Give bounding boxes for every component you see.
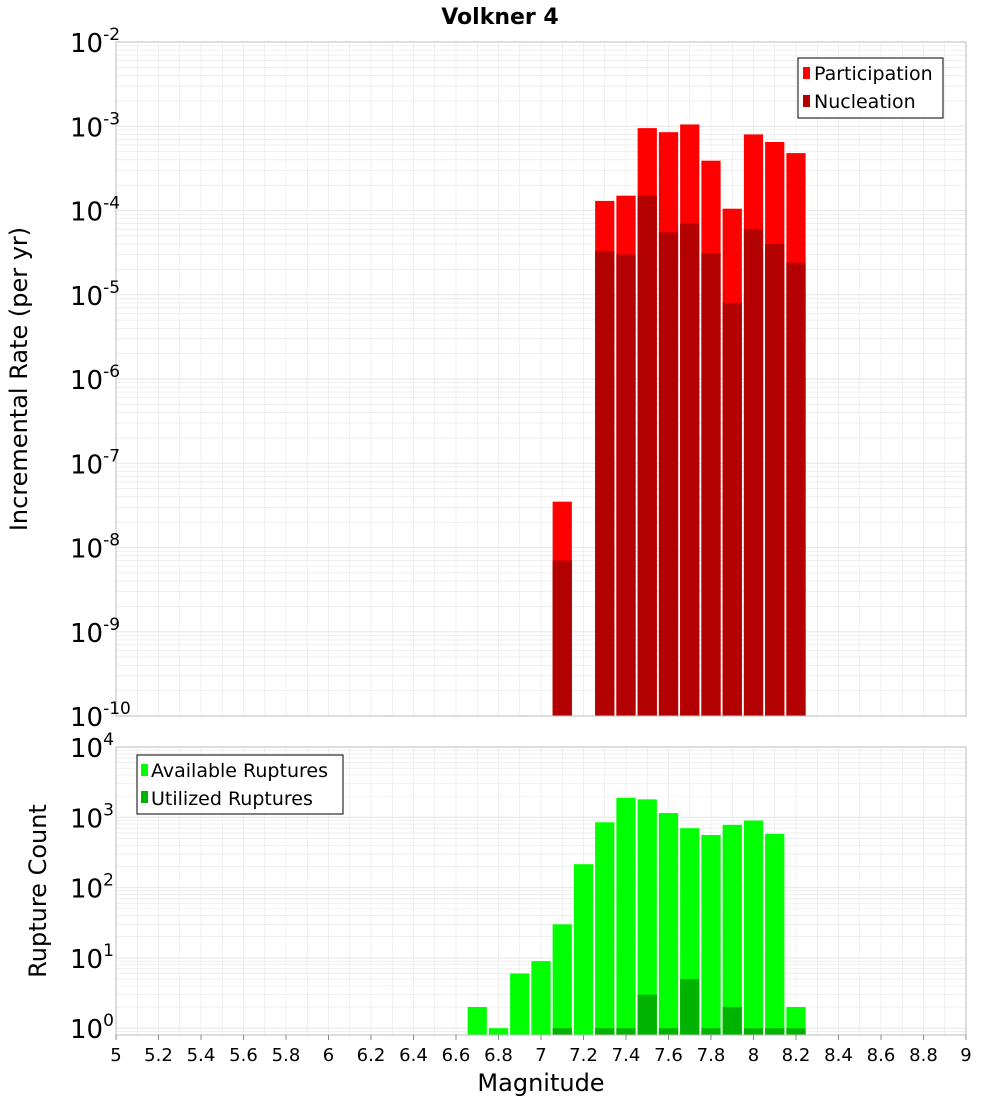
x-tick-label: 5.6 xyxy=(229,1045,258,1066)
top-nucleation-bar xyxy=(595,251,615,717)
top-y-tick-label: 10-6 xyxy=(70,362,120,396)
top-nucleation-bar xyxy=(765,244,785,717)
bottom-available-ruptures-bar xyxy=(595,822,615,1035)
participation-legend-swatch xyxy=(803,67,810,79)
bottom-utilized-ruptures-bar xyxy=(743,1028,764,1035)
top-nucleation-bar xyxy=(722,302,742,716)
x-tick-label: 7 xyxy=(535,1045,546,1066)
bottom-utilized-ruptures-bar xyxy=(552,1028,572,1035)
bottom-utilized-ruptures-bar xyxy=(616,1028,636,1035)
nucleation-legend-swatch xyxy=(803,95,810,107)
bottom-utilized-ruptures-bar xyxy=(680,979,700,1035)
bottom-utilized-ruptures-bar xyxy=(595,1028,615,1035)
bottom-available-ruptures-bar xyxy=(531,961,551,1035)
bottom-y-tick-labels: 100 101 102 103 104 xyxy=(70,730,114,1045)
bottom-legend: Available Ruptures Utilized Ruptures xyxy=(136,754,344,815)
top-y-tick-label: 10-2 xyxy=(70,25,120,59)
bottom-utilized-ruptures-bar xyxy=(658,1028,679,1035)
bottom-y-tick-label: 104 xyxy=(70,730,114,764)
chart-title: Volkner 4 xyxy=(441,5,559,30)
bottom-available-ruptures-bar xyxy=(701,834,721,1035)
x-tick-label: 6 xyxy=(323,1045,334,1066)
top-bars xyxy=(552,124,806,717)
top-y-tick-label: 10-5 xyxy=(70,278,120,312)
bottom-legend-box xyxy=(136,754,344,815)
top-nucleation-bar xyxy=(637,195,657,716)
x-tick-label: 6.2 xyxy=(357,1045,386,1066)
top-nucleation-bar xyxy=(743,229,764,717)
bottom-y-tick-label: 101 xyxy=(70,941,114,975)
top-grid xyxy=(115,42,967,717)
x-tick-label: 8.8 xyxy=(909,1045,938,1066)
x-tick-label: 8.4 xyxy=(824,1045,853,1066)
x-tick-label: 7.8 xyxy=(697,1045,726,1066)
utilized-legend-label: Utilized Ruptures xyxy=(151,788,313,810)
bottom-panel: 100 101 102 103 104 5 5.2 5.4 5.6 5.8 6 6.2 6.4 6.6 6… xyxy=(24,730,972,1097)
nucleation-legend-label: Nucleation xyxy=(814,91,916,113)
x-tick-labels: 5 5.2 5.4 5.6 5.8 6 6.2 6.4 6.6 6.8 7 7.2 7.4 7.6 7.8 8… xyxy=(110,1035,972,1066)
bottom-utilized-ruptures-bar xyxy=(701,1028,721,1035)
bottom-available-ruptures-bar xyxy=(637,799,657,1035)
bottom-available-ruptures-bar xyxy=(722,824,742,1035)
bottom-available-ruptures-bar xyxy=(765,833,785,1035)
x-tick-label: 7.2 xyxy=(569,1045,598,1066)
bottom-available-ruptures-bar xyxy=(488,1028,509,1035)
bottom-available-ruptures-bar xyxy=(573,864,594,1035)
top-plot-frame xyxy=(115,41,967,717)
bottom-available-ruptures-bar xyxy=(616,797,636,1035)
bottom-utilized-ruptures-bar xyxy=(786,1028,806,1035)
x-tick-label: 7.4 xyxy=(612,1045,641,1066)
x-tick-label: 5 xyxy=(110,1045,121,1066)
available-legend-swatch xyxy=(141,764,148,776)
x-axis-label: Magnitude xyxy=(477,1069,604,1097)
top-nucleation-bar xyxy=(616,254,636,716)
top-nucleation-bar xyxy=(552,560,572,716)
top-legend: Participation Nucleation xyxy=(797,57,944,119)
x-tick-label: 6.4 xyxy=(399,1045,428,1066)
bottom-available-ruptures-bar xyxy=(658,813,679,1035)
x-tick-label: 9 xyxy=(960,1045,971,1066)
bottom-utilized-ruptures-bar xyxy=(765,1028,785,1035)
bottom-available-ruptures-bar xyxy=(510,973,530,1035)
top-y-tick-label: 10-7 xyxy=(70,446,120,480)
bottom-available-ruptures-bar xyxy=(786,1007,806,1035)
top-y-tick-labels: 10-10 10-9 10-8 10-7 10-6 10-5 10-4 10-3 10-2 xyxy=(70,25,131,733)
bottom-y-tick-label: 102 xyxy=(70,871,114,905)
x-tick-label: 5.4 xyxy=(187,1045,216,1066)
x-tick-label: 5.8 xyxy=(272,1045,301,1066)
top-y-axis-label: Incremental Rate (per yr) xyxy=(5,227,33,531)
top-y-tick-label: 10-10 xyxy=(70,699,131,733)
x-tick-label: 6.6 xyxy=(442,1045,471,1066)
x-tick-label: 7.6 xyxy=(654,1045,683,1066)
bottom-utilized-ruptures-bar xyxy=(722,1007,742,1035)
bottom-y-tick-label: 103 xyxy=(70,800,114,834)
top-y-tick-label: 10-3 xyxy=(70,109,120,143)
utilized-legend-swatch xyxy=(141,791,148,803)
bottom-bars xyxy=(467,797,806,1035)
x-tick-label: 6.8 xyxy=(484,1045,513,1066)
top-y-tick-label: 10-4 xyxy=(70,194,120,228)
bottom-available-ruptures-bar xyxy=(743,820,764,1035)
x-tick-label: 8.6 xyxy=(867,1045,896,1066)
top-nucleation-bar xyxy=(658,232,679,716)
top-panel: 10-10 10-9 10-8 10-7 10-6 10-5 10-4 10-3 10-2 In… xyxy=(5,25,967,733)
x-tick-label: 5.2 xyxy=(144,1045,173,1066)
top-nucleation-bar xyxy=(680,223,700,717)
bottom-available-ruptures-bar xyxy=(552,924,572,1035)
bottom-available-ruptures-bar xyxy=(467,1007,487,1035)
top-y-tick-label: 10-9 xyxy=(70,615,120,649)
top-y-tick-label: 10-8 xyxy=(70,531,120,565)
available-legend-label: Available Ruptures xyxy=(151,760,328,782)
x-tick-label: 8.2 xyxy=(782,1045,811,1066)
participation-legend-label: Participation xyxy=(814,63,933,85)
bottom-y-tick-label: 100 xyxy=(70,1011,114,1045)
bottom-utilized-ruptures-bar xyxy=(637,994,657,1035)
top-nucleation-bar xyxy=(701,253,721,716)
x-tick-label: 8 xyxy=(748,1045,759,1066)
bottom-y-axis-label: Rupture Count xyxy=(24,804,52,978)
top-legend-box xyxy=(797,57,944,119)
top-nucleation-bar xyxy=(786,262,806,716)
